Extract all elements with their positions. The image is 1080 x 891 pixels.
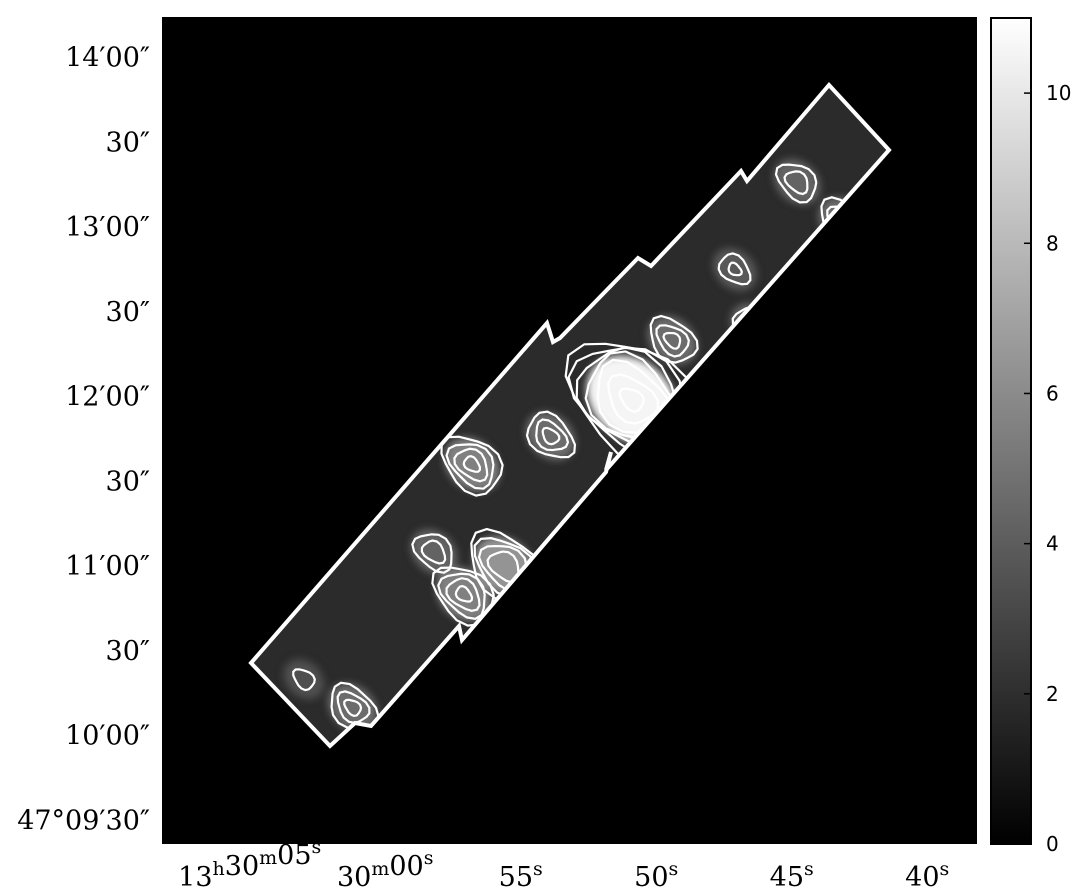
x-axis-ticks: 13h30m05s 30m00s 55s 50s 45s 40s bbox=[178, 836, 949, 891]
x-tick-label: 55s bbox=[499, 858, 543, 891]
colorbar-tick-label: 4 bbox=[1046, 532, 1059, 556]
x-tick-label: 13h30m05s bbox=[178, 836, 321, 891]
y-tick-label: 30″ bbox=[106, 636, 150, 667]
x-tick-label: 45s bbox=[770, 858, 814, 891]
y-tick-label: 11′00″ bbox=[65, 551, 150, 582]
y-tick-label: 10′00″ bbox=[65, 721, 150, 752]
colorbar-gradient bbox=[991, 18, 1031, 844]
colorbar-tick-label: 0 bbox=[1046, 832, 1059, 856]
y-tick-label: 47°09′30″ bbox=[17, 805, 150, 836]
colorbar-tick-label: 10 bbox=[1046, 81, 1071, 105]
y-tick-label: 30″ bbox=[106, 127, 150, 158]
x-tick-label: 40s bbox=[905, 858, 949, 891]
x-tick-label: 50s bbox=[634, 858, 678, 891]
y-tick-label: 12′00″ bbox=[65, 382, 150, 413]
y-tick-label: 14′00″ bbox=[65, 43, 150, 74]
colorbar-tick-label: 8 bbox=[1046, 231, 1059, 255]
y-axis-ticks: 14′00″ 30″ 13′00″ 30″ 12′00″ 30″ 11′00″ 30″ 10′0… bbox=[17, 43, 150, 837]
colorbar-tick-label: 2 bbox=[1046, 682, 1059, 706]
x-tick-label: 30m00s bbox=[337, 847, 434, 891]
map-panel bbox=[163, 18, 976, 843]
colorbar-tick-label: 6 bbox=[1046, 381, 1059, 405]
colorbar: 0 2 4 6 8 10 bbox=[991, 18, 1071, 856]
y-tick-label: 13′00″ bbox=[65, 212, 150, 243]
y-tick-label: 30″ bbox=[106, 297, 150, 328]
y-tick-label: 30″ bbox=[106, 466, 150, 497]
